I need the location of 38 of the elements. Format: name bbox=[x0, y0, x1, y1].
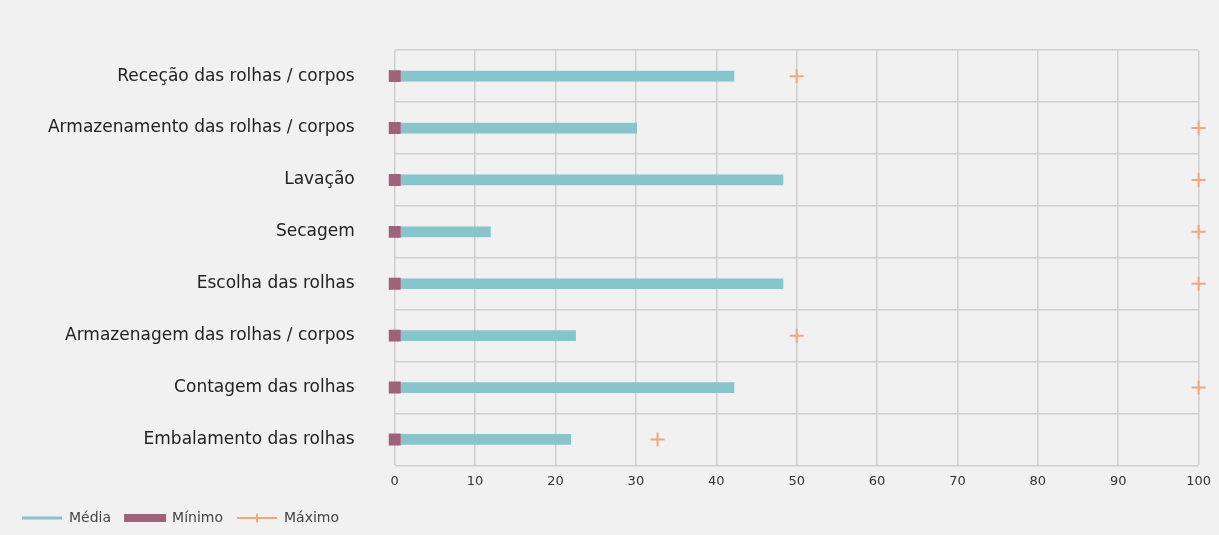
x-tick-label: 20 bbox=[547, 472, 564, 488]
y-tick-label: Secagem bbox=[275, 220, 355, 241]
x-tick-label: 60 bbox=[868, 472, 886, 488]
point bbox=[1190, 275, 1207, 292]
x-tick-label: 10 bbox=[466, 472, 484, 488]
x-tick-label: 100 bbox=[1186, 472, 1212, 488]
x-tick-label: 50 bbox=[788, 472, 805, 488]
point bbox=[788, 68, 805, 85]
y-tick-label: Embalamento das rolhas bbox=[143, 427, 355, 448]
point bbox=[388, 329, 401, 342]
x-tick-label: 80 bbox=[1029, 472, 1047, 488]
point bbox=[1190, 171, 1207, 188]
y-tick-label: Escolha das rolhas bbox=[196, 272, 355, 293]
x-tick-label: 90 bbox=[1109, 472, 1127, 488]
point bbox=[1190, 223, 1207, 240]
point bbox=[388, 381, 401, 394]
point bbox=[788, 327, 805, 344]
y-tick-label: Receção das rolhas / corpos bbox=[117, 64, 355, 85]
point bbox=[388, 122, 401, 134]
point bbox=[388, 70, 401, 83]
legend-label: Média bbox=[69, 508, 112, 525]
point bbox=[388, 225, 401, 238]
point bbox=[649, 431, 666, 448]
x-tick-label: 40 bbox=[707, 472, 725, 488]
x-tick-label: 30 bbox=[627, 472, 645, 488]
y-tick-label: Lavação bbox=[284, 168, 355, 189]
point bbox=[1190, 120, 1207, 137]
y-tick-label: Contagem das rolhas bbox=[174, 375, 355, 396]
point bbox=[1190, 379, 1207, 396]
x-tick-label: 70 bbox=[949, 472, 966, 488]
legend-label: Máximo bbox=[283, 508, 340, 525]
point bbox=[388, 174, 401, 186]
y-tick-label: Armazenagem das rolhas / corpos bbox=[65, 324, 355, 345]
x-tick-label: 0 bbox=[390, 472, 399, 488]
point bbox=[388, 433, 401, 446]
legend-label: Mínimo bbox=[172, 508, 223, 525]
point bbox=[388, 277, 401, 290]
y-tick-label: Armazenamento das rolhas / corpos bbox=[48, 116, 355, 137]
